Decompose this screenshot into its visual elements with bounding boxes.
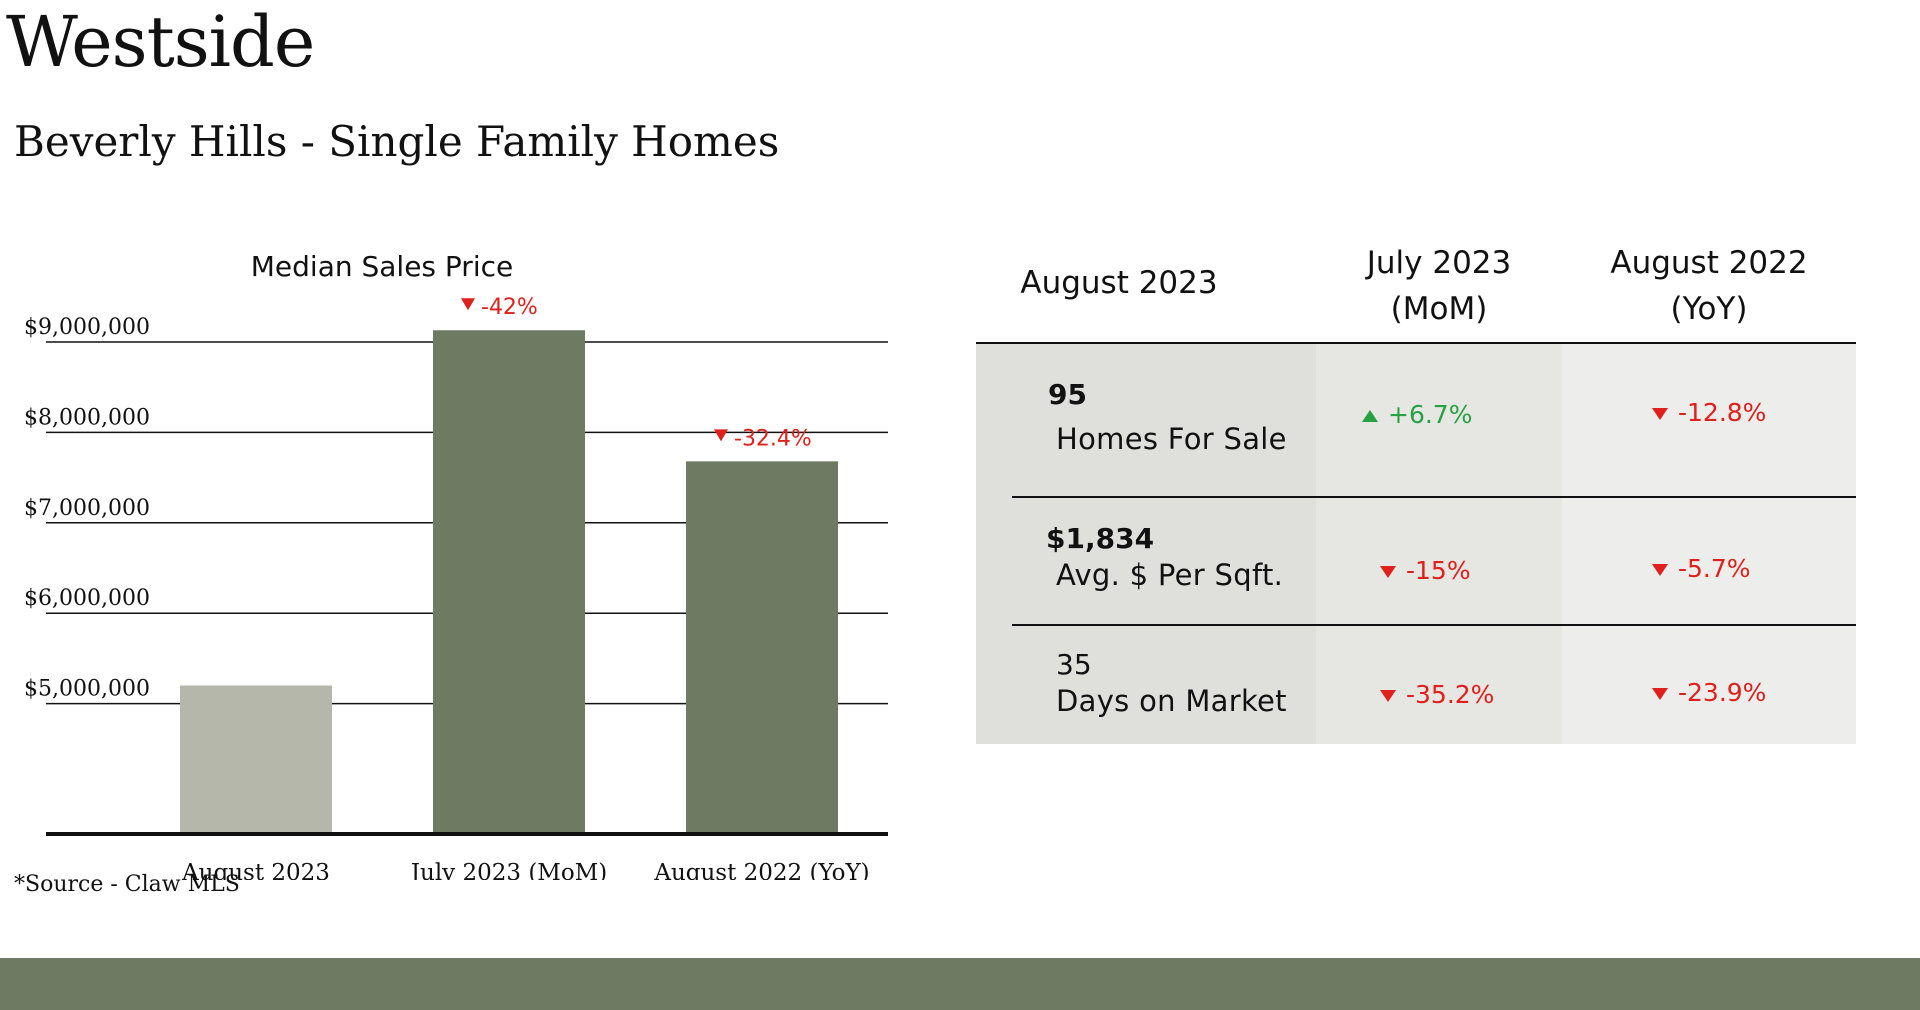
y-tick-label: $5,000,000 bbox=[24, 677, 150, 702]
x-category-label: August 2022 (YoY) bbox=[653, 860, 869, 880]
header-current-line-1: August 2023 bbox=[1020, 265, 1218, 301]
price-per-sqft-yoy: -5.7% bbox=[1652, 554, 1751, 583]
bar bbox=[686, 461, 838, 834]
x-category-label: August 2023 bbox=[181, 860, 330, 880]
down-arrow-icon bbox=[1380, 566, 1396, 578]
column-background-mom bbox=[1316, 344, 1562, 744]
bar-change-label: -42% bbox=[481, 295, 538, 320]
row-divider bbox=[1012, 624, 1856, 626]
homes-for-sale-mom: +6.7% bbox=[1362, 400, 1472, 429]
header-mom-line-1: July 2023 bbox=[1366, 245, 1512, 281]
days-on-market-mom-value: -35.2% bbox=[1406, 680, 1495, 709]
footer-band bbox=[0, 958, 1920, 1010]
y-tick-label: $7,000,000 bbox=[24, 496, 150, 521]
price-per-sqft-mom: -15% bbox=[1380, 556, 1471, 585]
bar bbox=[180, 685, 332, 834]
bar bbox=[433, 330, 585, 834]
down-arrow-icon bbox=[1652, 408, 1668, 420]
price-per-sqft-value: $1,834 bbox=[1046, 522, 1155, 555]
down-arrow-icon bbox=[1380, 690, 1396, 702]
homes-for-sale-value: 95 bbox=[1048, 378, 1087, 411]
down-arrow-icon bbox=[461, 298, 475, 311]
days-on-market-yoy-value: -23.9% bbox=[1678, 678, 1767, 707]
page-subtitle: Beverly Hills - Single Family Homes bbox=[14, 117, 780, 166]
page-title: Westside bbox=[6, 1, 315, 83]
price-per-sqft-mom-value: -15% bbox=[1406, 556, 1471, 585]
header-current: August 2023 bbox=[976, 260, 1262, 306]
homes-for-sale-mom-value: +6.7% bbox=[1388, 400, 1473, 429]
header-mom-line-2: (MoM) bbox=[1390, 291, 1488, 327]
column-background-yoy bbox=[1562, 344, 1856, 744]
header-yoy-line-2: (YoY) bbox=[1670, 291, 1748, 327]
y-tick-label: $8,000,000 bbox=[24, 405, 150, 430]
column-background-current bbox=[976, 344, 1316, 744]
row-divider bbox=[1012, 496, 1856, 498]
up-arrow-icon bbox=[1362, 410, 1378, 422]
bar-change-label: -32.4% bbox=[734, 426, 812, 451]
header-mom: July 2023 (MoM) bbox=[1316, 240, 1562, 332]
header-yoy-line-1: August 2022 bbox=[1610, 245, 1808, 281]
header-divider bbox=[976, 342, 1856, 344]
down-arrow-icon bbox=[714, 429, 728, 442]
source-note: *Source - Claw MLS bbox=[14, 872, 240, 897]
days-on-market-mom: -35.2% bbox=[1380, 680, 1494, 709]
chart-canvas: Median Sales Price $5,000,000 $6,000,000 $7… bbox=[24, 250, 888, 880]
price-per-sqft-yoy-value: -5.7% bbox=[1678, 554, 1751, 583]
days-on-market-label: Days on Market bbox=[1056, 684, 1287, 718]
homes-for-sale-yoy-value: -12.8% bbox=[1678, 398, 1767, 427]
homes-for-sale-yoy: -12.8% bbox=[1652, 398, 1766, 427]
chart-title: Median Sales Price bbox=[251, 250, 513, 283]
header-yoy: August 2022 (YoY) bbox=[1562, 240, 1856, 332]
down-arrow-icon bbox=[1652, 688, 1668, 700]
x-category-label: July 2023 (MoM) bbox=[409, 860, 607, 880]
days-on-market-value: 35 bbox=[1056, 648, 1092, 681]
days-on-market-yoy: -23.9% bbox=[1652, 678, 1766, 707]
down-arrow-icon bbox=[1652, 564, 1668, 576]
price-per-sqft-label: Avg. $ Per Sqft. bbox=[1056, 558, 1284, 592]
homes-for-sale-label: Homes For Sale bbox=[1056, 422, 1287, 456]
y-tick-label: $6,000,000 bbox=[24, 586, 150, 611]
y-tick-label: $9,000,000 bbox=[24, 315, 150, 340]
table-body: 95 Homes For Sale +6.7% -12.8% $1,834 Av… bbox=[976, 344, 1856, 744]
median-price-chart: Median Sales Price $5,000,000 $6,000,000 $7… bbox=[0, 240, 900, 880]
